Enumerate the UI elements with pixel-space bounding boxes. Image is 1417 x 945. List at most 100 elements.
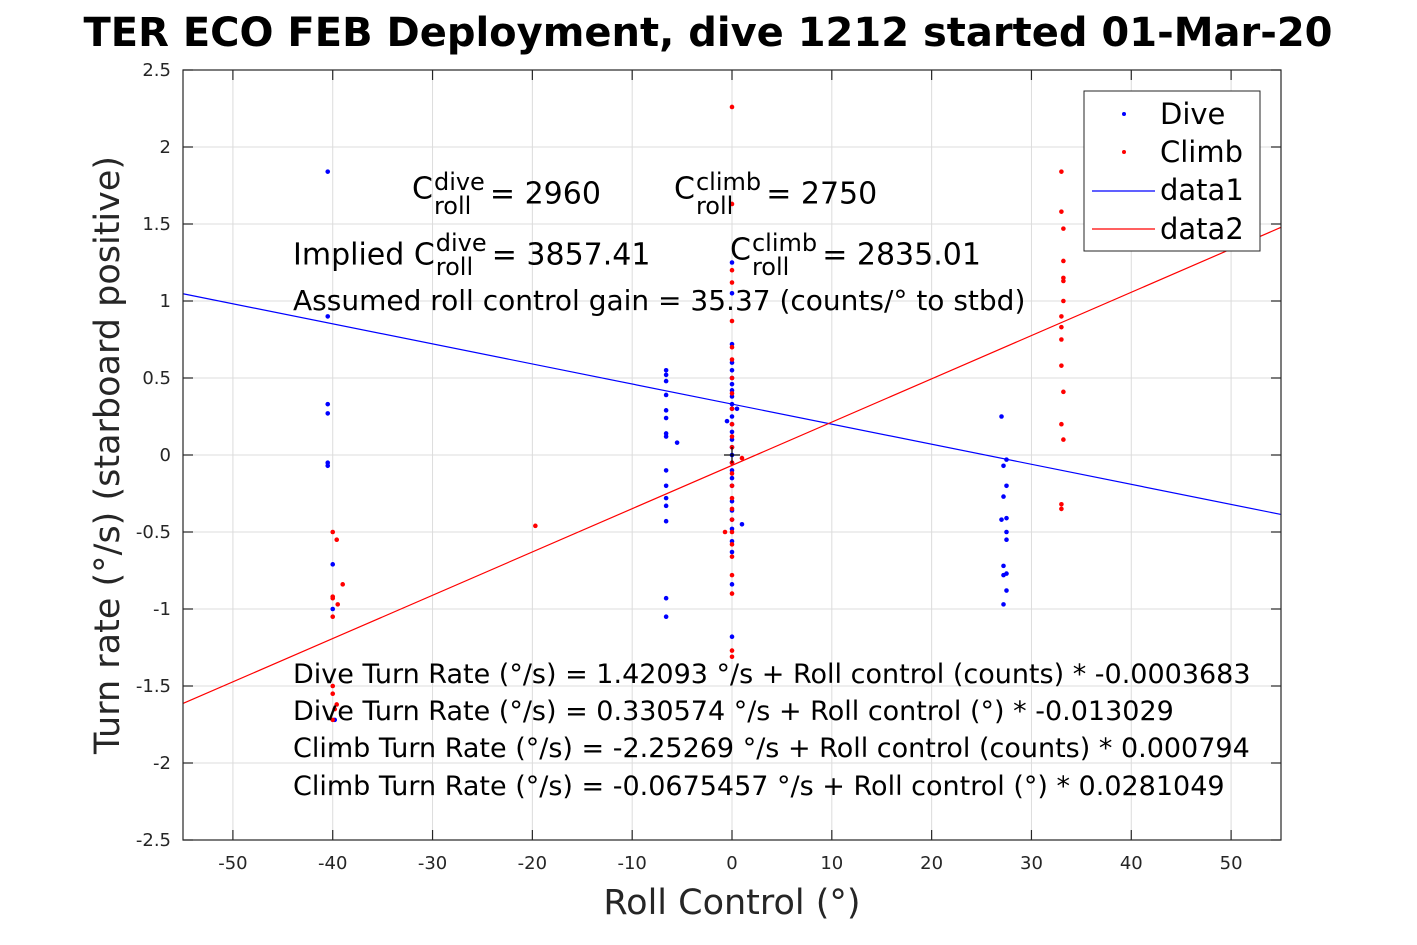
point-climb xyxy=(330,691,336,696)
point-climb xyxy=(1061,389,1066,395)
point-dive xyxy=(729,260,735,265)
point-climb xyxy=(330,683,336,689)
climb-superscript: climb xyxy=(695,168,762,196)
legend-swatch-dive xyxy=(1122,112,1126,116)
point-dive xyxy=(729,381,735,387)
fit-line-data2 xyxy=(182,226,1282,705)
c-symbol: C xyxy=(412,171,433,207)
point-climb xyxy=(330,717,336,723)
y-tick-label: 0 xyxy=(160,445,171,466)
point-climb xyxy=(729,572,735,578)
point-dive xyxy=(674,440,680,445)
axis-ticks: -50 -40 -30 -20 -10 0 10 20 30 40 50-2.5-2-1.5-1-0… xyxy=(136,60,1281,874)
point-dive xyxy=(1004,483,1009,489)
c-symbol: C xyxy=(674,171,695,207)
point-climb xyxy=(1061,226,1066,231)
c-climb-value: = 2750 xyxy=(766,176,878,212)
point-dive xyxy=(1004,588,1009,593)
x-tick-label: 30 xyxy=(1020,853,1043,874)
point-climb xyxy=(1061,278,1066,284)
point-climb xyxy=(739,455,745,461)
legend: Dive Climb data1 data2 xyxy=(1083,90,1261,252)
roll-subscript: roll xyxy=(435,253,474,281)
point-dive xyxy=(999,517,1004,522)
point-climb xyxy=(729,201,735,207)
point-climb xyxy=(330,614,336,619)
point-dive xyxy=(663,392,669,398)
point-climb xyxy=(334,537,340,542)
y-tick-label: -0.5 xyxy=(136,522,171,543)
roll-subscript: roll xyxy=(433,192,472,220)
point-climb xyxy=(729,495,735,501)
x-tick-label: 50 xyxy=(1220,853,1243,874)
roll-subscript: roll xyxy=(751,253,790,281)
x-tick-label: -10 xyxy=(617,853,646,874)
point-climb xyxy=(1059,363,1064,368)
point-dive xyxy=(729,401,735,407)
point-dive xyxy=(1001,602,1006,607)
point-dive xyxy=(663,415,669,421)
point-dive xyxy=(1004,515,1009,521)
point-climb xyxy=(330,595,336,601)
legend-label-data1: data1 xyxy=(1160,173,1244,207)
point-dive xyxy=(729,414,735,419)
point-dive xyxy=(663,495,669,501)
point-dive xyxy=(729,634,735,640)
point-dive xyxy=(663,408,669,413)
legend-box xyxy=(1083,90,1261,252)
point-climb xyxy=(729,318,735,324)
point-climb xyxy=(729,591,735,596)
y-tick-label: 0.5 xyxy=(142,368,171,389)
point-dive xyxy=(729,368,735,373)
point-climb xyxy=(1059,209,1064,214)
point-climb xyxy=(729,391,735,396)
point-dive xyxy=(325,169,331,174)
point-dive xyxy=(663,503,669,509)
point-climb xyxy=(729,529,735,535)
x-tick-label: -40 xyxy=(318,853,347,874)
point-climb xyxy=(335,602,341,607)
data-points xyxy=(325,104,1066,723)
point-climb xyxy=(1059,501,1064,507)
point-dive xyxy=(663,518,669,524)
point-climb xyxy=(1059,337,1064,342)
point-climb xyxy=(1059,314,1064,319)
point-dive xyxy=(1004,571,1009,576)
implied-dive-value: = 3857.41 xyxy=(491,237,651,273)
point-climb xyxy=(729,483,735,489)
point-climb xyxy=(729,654,735,660)
point-climb xyxy=(729,471,735,476)
point-dive xyxy=(330,606,336,612)
point-dive xyxy=(325,411,331,416)
point-dive xyxy=(729,582,735,587)
point-climb xyxy=(330,529,336,535)
y-tick-label: -1 xyxy=(153,599,171,620)
point-dive xyxy=(663,378,669,384)
climb-superscript: climb xyxy=(751,229,818,257)
point-climb xyxy=(1059,324,1064,330)
equation-climb-counts: Climb Turn Rate (°/s) = -2.25269 °/s + R… xyxy=(293,733,1250,764)
point-dive xyxy=(729,429,735,435)
equation-dive-counts: Dive Turn Rate (°/s) = 1.42093 °/s + Rol… xyxy=(293,659,1251,690)
point-dive xyxy=(734,406,740,412)
point-dive xyxy=(999,414,1004,419)
point-dive xyxy=(1004,457,1009,462)
point-dive xyxy=(729,475,735,481)
point-dive xyxy=(1001,494,1006,499)
point-climb xyxy=(729,344,735,350)
point-dive xyxy=(663,614,669,619)
point-dive xyxy=(729,291,735,296)
point-dive xyxy=(739,522,745,527)
point-dive xyxy=(729,549,735,555)
point-climb xyxy=(1059,421,1064,427)
y-tick-label: -2 xyxy=(153,753,171,774)
point-climb xyxy=(340,582,346,587)
point-dive xyxy=(663,595,669,601)
point-dive xyxy=(663,372,669,378)
gain-annotation: Assumed roll control gain = 35.37 (count… xyxy=(293,284,1026,317)
x-axis-label: Roll Control (°) xyxy=(603,883,860,923)
dive-superscript: dive xyxy=(433,168,485,196)
